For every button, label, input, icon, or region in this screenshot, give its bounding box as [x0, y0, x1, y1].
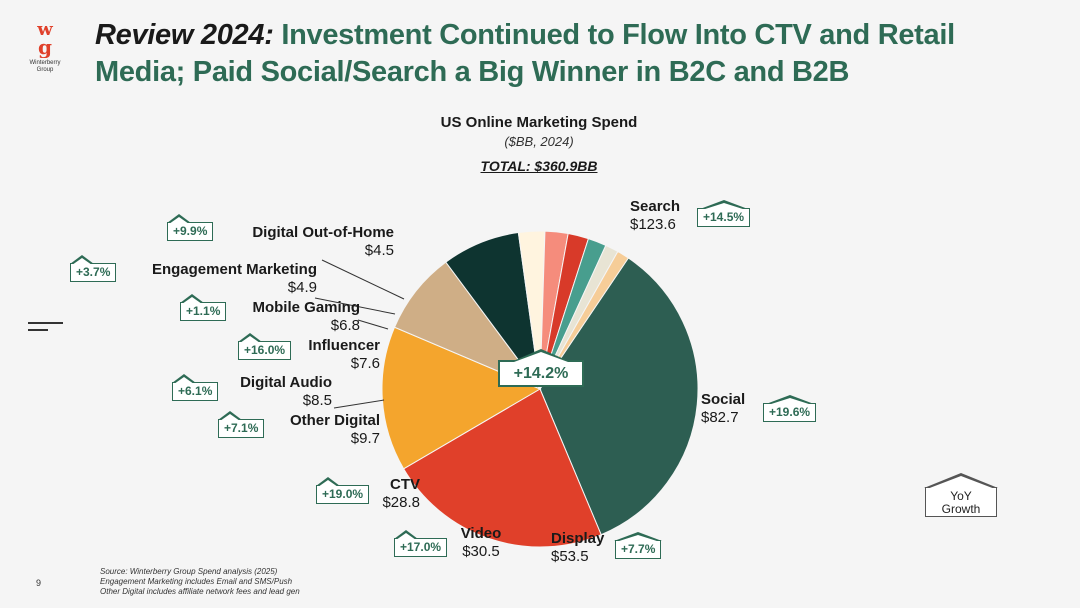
label-search-name: Search	[630, 198, 681, 215]
label-influencer-value: $7.6	[350, 355, 380, 372]
label-display-value: $53.5	[551, 548, 589, 565]
yoy-growth-legend: YoY Growth	[925, 487, 997, 517]
logo-name: Winterberry Group	[22, 60, 68, 74]
growth-badge-ctv: +19.0%	[315, 477, 370, 504]
label-ctv-name: CTV	[390, 476, 420, 493]
legend-line2: Growth	[941, 502, 981, 516]
pie-slice-video	[393, 261, 542, 391]
pie-slice-social	[402, 388, 602, 548]
logo-mark-icon: w g	[36, 19, 53, 58]
leader-line-engagement	[314, 297, 396, 315]
svg-text:w: w	[36, 19, 53, 40]
label-ctv: CTV $28.8	[370, 476, 420, 512]
growth-badge-digital-audio: +6.1%	[171, 374, 219, 401]
label-mobile-gaming: Mobile Gaming $6.8	[232, 299, 360, 335]
label-engagement-marketing-value: $4.9	[287, 279, 317, 296]
label-digital-out-of-home: Digital Out-of-Home $4.5	[226, 224, 394, 260]
chart-total: TOTAL: $360.9BB	[480, 158, 598, 174]
leader-line-dooh	[321, 259, 405, 300]
chart-title: US Online Marketing Spend	[440, 114, 638, 131]
label-display-name: Display	[551, 530, 605, 547]
page-number: 9	[36, 578, 42, 588]
label-ctv-value: $28.8	[382, 494, 420, 511]
leader-line-mobile-gaming	[357, 319, 389, 330]
overall-growth-badge: +14.2%	[498, 360, 584, 387]
label-social-value: $82.7	[701, 409, 739, 426]
growth-badge-other-digital: +7.1%	[217, 411, 265, 438]
label-social-name: Social	[701, 391, 746, 408]
chart-subtitle: ($BB, 2024)	[504, 134, 574, 149]
page-title: Review 2024: Investment Continued to Flo…	[95, 17, 995, 91]
label-other-digital: Other Digital $9.7	[270, 412, 380, 448]
winterberry-logo: w g Winterberry Group	[22, 18, 68, 74]
label-digital-audio: Digital Audio $8.5	[220, 374, 332, 410]
growth-badge-mobile-gaming: +1.1%	[179, 294, 227, 321]
label-engagement-marketing: Engagement Marketing $4.9	[125, 261, 317, 297]
label-other-digital-value: $9.7	[350, 430, 380, 447]
logo-name-line1: Winterberry	[29, 60, 61, 66]
label-engagement-marketing-name: Engagement Marketing	[151, 261, 317, 278]
label-mobile-gaming-name: Mobile Gaming	[252, 299, 360, 316]
label-dooh-value: $4.5	[364, 242, 394, 259]
logo-name-line2: Group	[36, 67, 54, 73]
leader-line-other-digital	[333, 399, 385, 409]
pie-slice-display	[381, 326, 542, 470]
label-influencer-name: Influencer	[308, 337, 380, 354]
growth-badge-influencer: +16.0%	[237, 333, 292, 360]
title-prefix: Review 2024:	[95, 19, 274, 51]
growth-badge-social: +19.6%	[763, 403, 817, 422]
title-main: Investment Continued to Flow Into CTV an…	[95, 19, 955, 88]
label-display: Display $53.5	[551, 530, 604, 566]
label-video-name: Video	[460, 525, 502, 542]
growth-badge-engagement-marketing: +3.7%	[69, 255, 117, 282]
leader-lines	[314, 259, 405, 409]
legend-line1: YoY	[950, 489, 972, 503]
label-influencer: Influencer $7.6	[292, 337, 380, 373]
footnote-source: Source: Winterberry Group Spend analysis…	[100, 567, 278, 576]
decorative-lines	[28, 322, 63, 336]
growth-badge-search: +14.5%	[697, 208, 751, 227]
growth-badge-display: +7.7%	[615, 540, 662, 559]
label-social: Social $82.7	[701, 391, 745, 427]
label-mobile-gaming-value: $6.8	[330, 317, 360, 334]
svg-text:g: g	[38, 35, 52, 58]
footnote-engagement: Engagement Marketing includes Email and …	[100, 577, 293, 586]
chart-heading: US Online Marketing Spend ($BB, 2024) TO…	[389, 113, 689, 175]
growth-badge-digital-out-of-home: +9.9%	[166, 214, 214, 241]
label-search: Search $123.6	[630, 198, 680, 234]
label-video: Video $30.5	[452, 525, 510, 561]
pie-slice-search	[539, 257, 699, 536]
label-search-value: $123.6	[630, 216, 676, 233]
label-digital-audio-name: Digital Audio	[240, 374, 332, 391]
label-other-digital-name: Other Digital	[289, 412, 380, 429]
pie-slices	[381, 230, 699, 548]
growth-badge-video: +17.0%	[393, 530, 448, 557]
footnotes: Source: Winterberry Group Spend analysis…	[100, 567, 300, 597]
label-video-value: $30.5	[462, 543, 500, 560]
label-digital-audio-value: $8.5	[302, 392, 332, 409]
footnote-other-digital: Other Digital includes affiliate network…	[100, 587, 300, 596]
label-dooh-name: Digital Out-of-Home	[252, 224, 394, 241]
